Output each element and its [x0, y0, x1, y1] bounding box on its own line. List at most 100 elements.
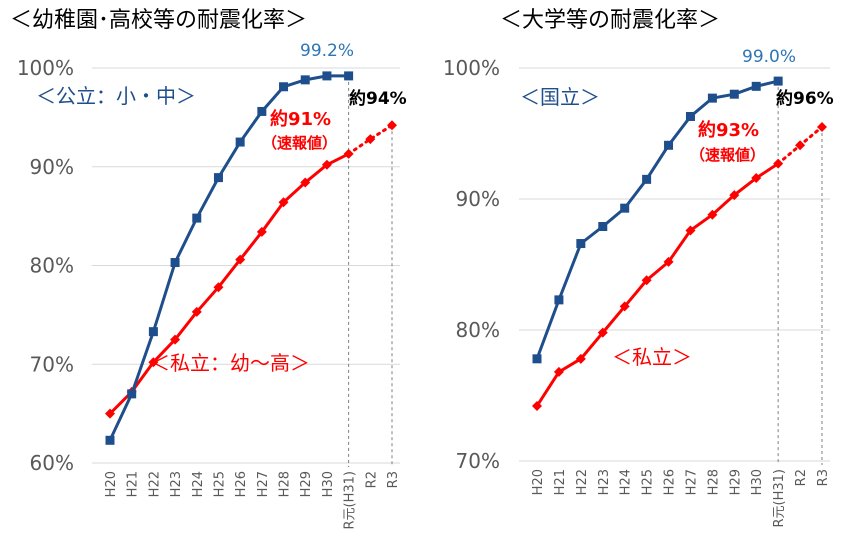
series-label-private: ＜私立＞ — [612, 345, 692, 369]
x-tick-label: R元(H31) — [343, 471, 358, 530]
top-value-label: 99.2% — [300, 41, 354, 61]
series-line-public — [108, 74, 349, 441]
x-tick-label: H26 — [663, 469, 678, 495]
marker-diamond — [105, 408, 115, 419]
series-label-public: ＜公立：小・中＞ — [36, 84, 196, 108]
x-tick-label: R3 — [816, 469, 831, 486]
x-tick-label: H22 — [575, 469, 590, 495]
y-tick-label: 80% — [456, 318, 500, 342]
marker-square — [344, 71, 354, 81]
x-tick-label: H25 — [212, 471, 227, 497]
marker-diamond — [685, 225, 696, 236]
marker-diamond — [597, 327, 608, 338]
x-tick-label: H20 — [104, 471, 119, 497]
y-tick-label: 60% — [30, 451, 74, 475]
chart-title: ＜大学等の耐震化率＞ — [500, 8, 720, 33]
x-tick-label: R3 — [386, 471, 401, 488]
marker-square — [257, 106, 267, 116]
marker-square — [707, 93, 717, 103]
approx-red-label: 約93% — [698, 119, 759, 141]
y-tick-label: 90% — [456, 187, 500, 211]
marker-square — [729, 89, 739, 99]
chart-kindergarten-highschool: ＜幼稚園･高校等の耐震化率＞ 60% 70% 80% 90% 100% H20 H21 H2… — [10, 8, 407, 530]
marker-square — [685, 111, 695, 121]
marker-diamond — [729, 190, 740, 201]
series-line-projection — [347, 123, 394, 156]
series-line-private — [108, 152, 350, 415]
marker-diamond — [707, 209, 718, 220]
y-tick-label: 100% — [17, 56, 74, 80]
marker-diamond — [387, 120, 397, 131]
approx-red-label: 約91% — [270, 108, 331, 130]
x-tick-label: H20 — [531, 469, 546, 495]
x-tick-label: H28 — [278, 471, 293, 497]
x-tick-label: H22 — [147, 471, 162, 497]
marker-diamond — [641, 275, 652, 286]
marker-diamond — [365, 134, 376, 145]
marker-square — [620, 203, 630, 213]
marker-diamond — [795, 140, 806, 151]
marker-square — [751, 81, 761, 91]
marker-diamond — [235, 254, 246, 265]
y-tick-label: 90% — [30, 155, 74, 179]
x-tick-label: R2 — [364, 471, 379, 488]
x-tick-label: H30 — [750, 469, 765, 495]
x-tick-label: H27 — [256, 471, 271, 497]
x-tick-label: R元(H31) — [772, 469, 787, 528]
marker-diamond — [343, 148, 354, 159]
marker-diamond — [817, 121, 827, 132]
marker-square — [300, 75, 310, 85]
marker-diamond — [321, 159, 332, 170]
marker-square — [127, 389, 137, 399]
marker-diamond — [148, 357, 159, 368]
x-tick-label: H21 — [553, 469, 568, 495]
x-tick-label: H25 — [641, 469, 656, 495]
marker-diamond — [213, 282, 224, 293]
marker-square — [576, 239, 586, 249]
marker-square — [170, 258, 180, 268]
marker-square — [598, 222, 608, 232]
marker-diamond — [663, 256, 674, 267]
chart-university: ＜大学等の耐震化率＞ 70% 80% 90% 100% H20 H21 H22 H23 H24… — [443, 8, 834, 528]
marker-square — [213, 173, 223, 183]
approx-value-label: 約94% — [349, 88, 407, 109]
marker-square — [532, 354, 542, 364]
marker-square — [148, 327, 158, 337]
y-tick-label: 70% — [30, 352, 74, 376]
marker-diamond — [773, 158, 784, 169]
y-tick-label: 80% — [30, 254, 74, 278]
top-value-label: 99.0% — [742, 47, 796, 67]
y-tick-label: 70% — [456, 449, 500, 473]
y-tick-label: 100% — [443, 56, 500, 80]
series-label-national: ＜国立＞ — [520, 85, 600, 109]
x-tick-label: H29 — [728, 469, 743, 495]
series-label-private: ＜私立：幼～高＞ — [150, 351, 310, 375]
marker-diamond — [751, 173, 762, 184]
x-tick-label: H24 — [191, 471, 206, 497]
x-tick-label: H28 — [706, 469, 721, 495]
marker-square — [105, 435, 115, 445]
x-tick-label: H30 — [321, 471, 336, 497]
series-line-private — [535, 162, 779, 407]
marker-diamond — [256, 226, 267, 237]
x-tick-label: H26 — [234, 471, 249, 497]
x-tick-label: H23 — [597, 469, 612, 495]
preliminary-label: （速報値） — [262, 134, 337, 152]
x-tick-label: H24 — [619, 469, 634, 495]
marker-square — [322, 71, 332, 81]
marker-square — [192, 213, 202, 223]
marker-square — [554, 295, 564, 305]
marker-square — [773, 76, 783, 86]
approx-value-label: 約96% — [776, 88, 834, 109]
chart-title: ＜幼稚園･高校等の耐震化率＞ — [10, 8, 307, 33]
marker-diamond — [575, 353, 586, 364]
x-tick-label: H27 — [684, 469, 699, 495]
preliminary-label: （速報値） — [690, 146, 765, 164]
marker-diamond — [553, 366, 564, 377]
marker-diamond — [278, 197, 289, 208]
x-tick-label: H21 — [126, 471, 141, 497]
marker-square — [279, 82, 289, 92]
x-tick-label: R2 — [794, 469, 809, 486]
x-tick-label: H23 — [169, 471, 184, 497]
